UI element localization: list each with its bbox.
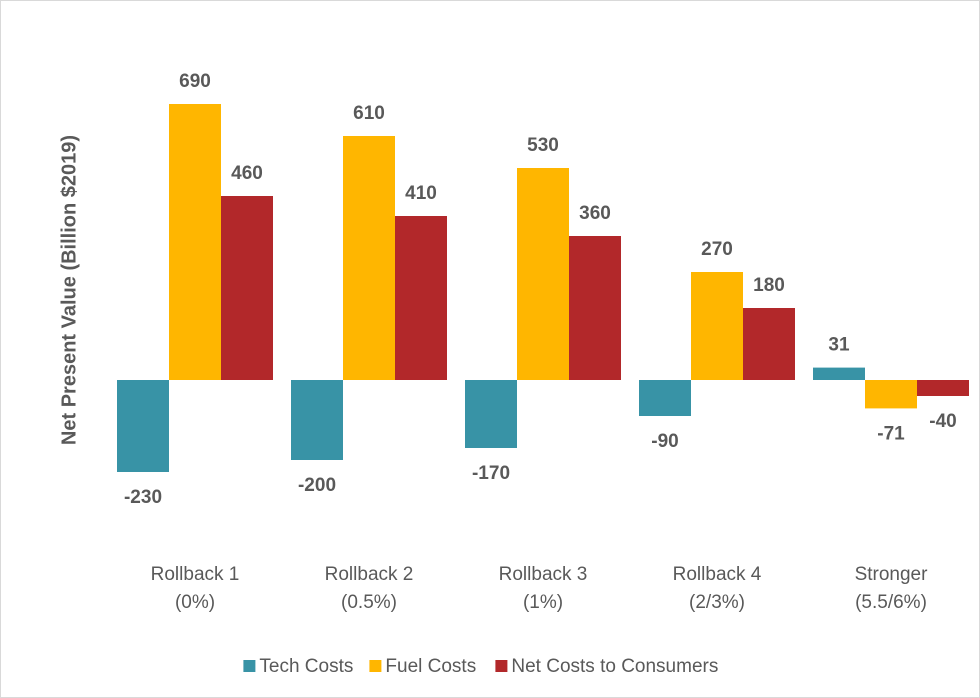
bar [569,236,621,380]
value-label: 270 [701,239,733,260]
bar [517,168,569,380]
value-label: -40 [929,411,956,432]
value-label: 460 [231,163,263,184]
legend-swatch [243,660,256,672]
bar [117,380,169,472]
value-label: 360 [579,203,611,224]
bar [221,196,273,380]
bar [169,104,221,380]
value-label: 530 [527,135,559,156]
value-label: -90 [651,431,678,452]
bar [343,136,395,380]
value-label: 180 [753,275,785,296]
legend-label: Net Costs to Consumers [511,656,718,677]
value-label: 31 [828,335,850,356]
bar [465,380,517,448]
x-tick-label: Rollback 1 (0%) [151,564,240,613]
value-label: -200 [298,475,336,496]
x-tick-label: Stronger (5.5/6%) [855,564,929,613]
value-label: 610 [353,103,385,124]
value-label: -71 [877,423,905,444]
bar [691,272,743,380]
bar [291,380,343,460]
x-tick-label: Rollback 4 (2/3%) [673,564,762,613]
legend-swatch [495,660,508,672]
x-tick-label: Rollback 3 (1%) [499,564,588,613]
bar [917,380,969,396]
legend-label: Fuel Costs [385,656,476,677]
y-axis-label: Net Present Value (Billion $2019) [58,135,80,445]
bar [865,380,917,409]
value-label: 690 [179,71,211,92]
legend-swatch [369,660,382,672]
bar [395,216,447,380]
bar [813,367,865,380]
value-label: -170 [472,463,510,484]
legend-label: Tech Costs [259,656,353,677]
bar [743,308,795,380]
value-label: 410 [405,183,437,204]
bar [639,380,691,416]
value-label: -230 [124,487,162,508]
x-tick-label: Rollback 2 (0.5%) [325,564,414,613]
